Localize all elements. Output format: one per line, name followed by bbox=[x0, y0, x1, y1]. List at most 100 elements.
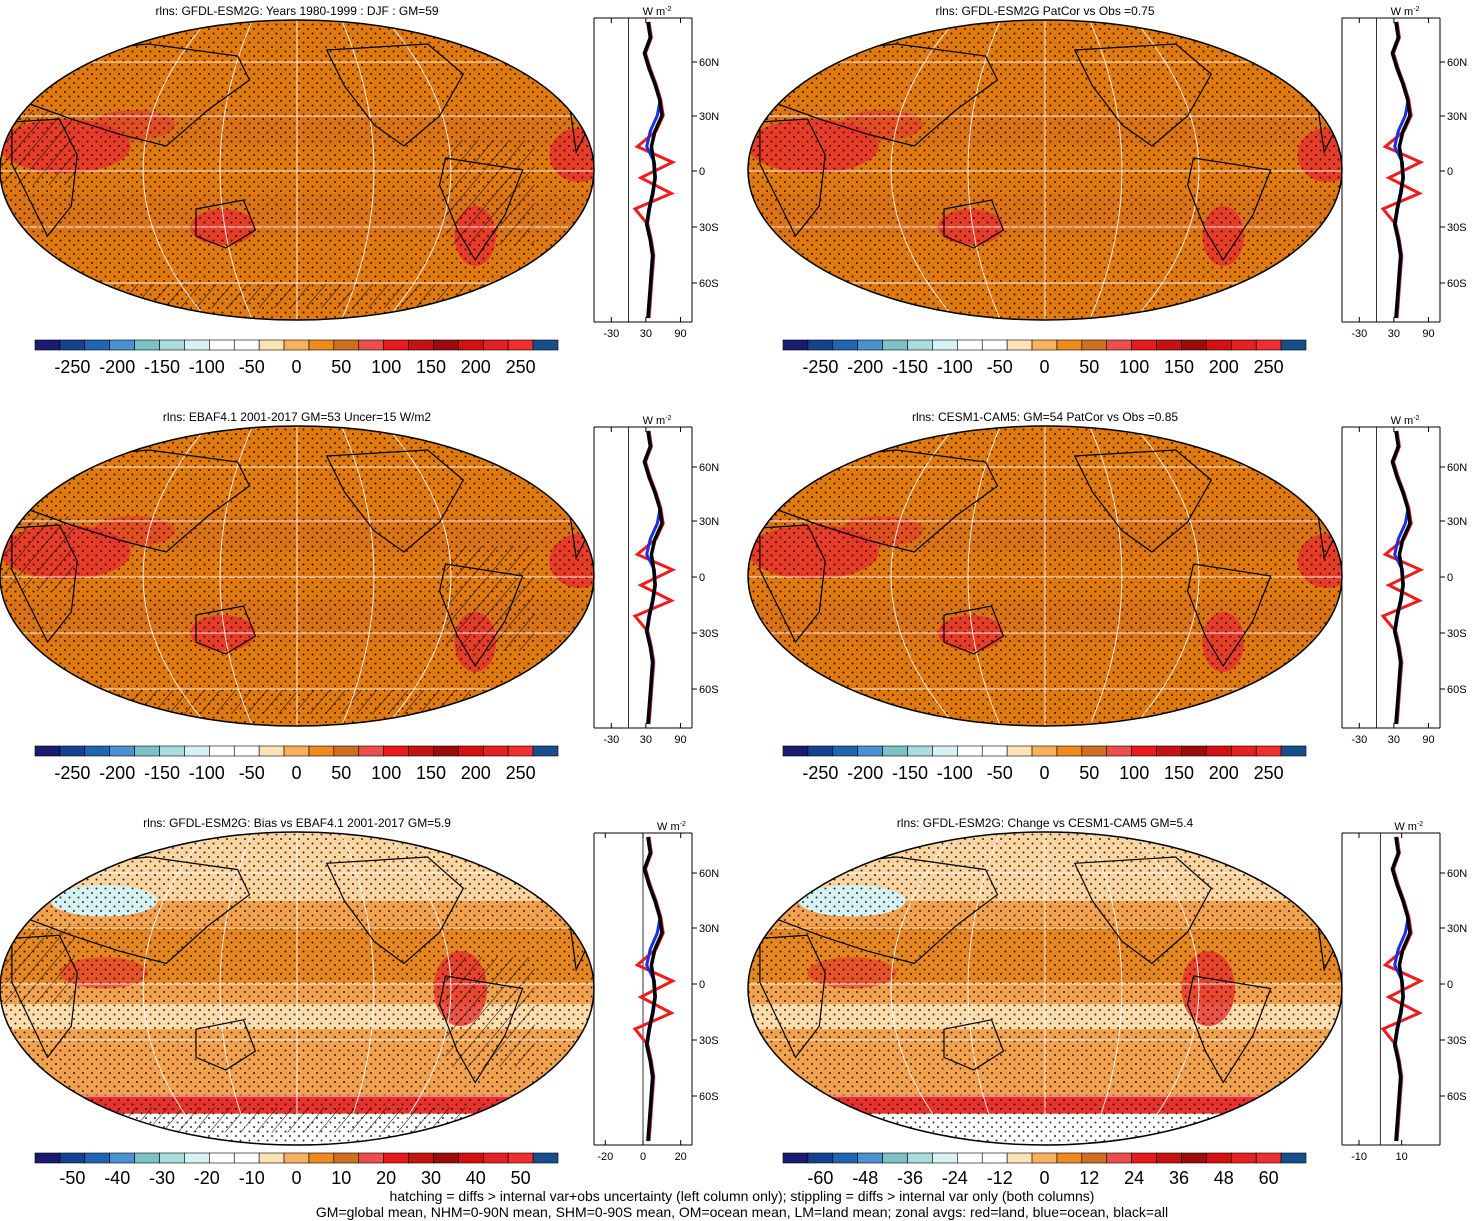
map-meridian bbox=[1133, 426, 1200, 726]
map-hatching bbox=[0, 925, 75, 1005]
colorbar-tick-label: 50 bbox=[511, 1168, 531, 1188]
colorbar-swatch bbox=[358, 745, 384, 757]
colorbar-swatch bbox=[433, 339, 459, 351]
colorbar-swatch bbox=[233, 1152, 260, 1164]
colorbar-swatch bbox=[1230, 339, 1257, 351]
colorbar-swatch bbox=[907, 339, 933, 351]
colorbar-tick-label: -100 bbox=[937, 763, 973, 783]
colorbar-tick-label: -12 bbox=[987, 1168, 1013, 1188]
colorbar-tick-label: 0 bbox=[291, 1168, 301, 1188]
map-panel-4 bbox=[747, 425, 1343, 727]
colorbar-swatch bbox=[59, 745, 86, 757]
zonal-all-curve bbox=[642, 836, 664, 1142]
colorbar-swatch bbox=[333, 339, 360, 351]
zonal-x-tick-label: 30 bbox=[1388, 328, 1400, 340]
colorbar-6: -60 -48 -36 -24 -12 0 12 24 36 48 60 bbox=[782, 1152, 1307, 1188]
map-panel-2 bbox=[747, 19, 1343, 321]
colorbar-swatch bbox=[458, 1152, 484, 1164]
colorbar-tick-label: 250 bbox=[1254, 763, 1284, 783]
colorbar-swatch bbox=[882, 1152, 908, 1164]
colorbar-tick-label: 60 bbox=[1259, 1168, 1279, 1188]
colorbar-tick-label: -50 bbox=[239, 763, 265, 783]
eurasia-outline bbox=[771, 43, 999, 147]
zonal-lat-tick-label: 60N bbox=[699, 868, 719, 880]
zonal-mean-plot-2: W m-2 -30 30 90 60N 30N 0 30S 60S bbox=[1341, 6, 1467, 340]
colorbar-tick-label: -30 bbox=[149, 1168, 175, 1188]
colorbar-1: -250 -200 -150 -100 -50 0 50 100 150 200 250 bbox=[34, 339, 559, 377]
colorbar-swatch bbox=[84, 1152, 111, 1164]
australia-outline bbox=[943, 1019, 1005, 1071]
colorbar-swatch bbox=[159, 339, 185, 351]
colorbar-swatch bbox=[134, 339, 160, 351]
zonal-lat-tick-label: 0 bbox=[699, 572, 705, 584]
map-meridian bbox=[1089, 426, 1123, 726]
zonal-lat-tick-label: 0 bbox=[1447, 166, 1453, 178]
colorbar-tick-label: -200 bbox=[847, 357, 883, 377]
zonal-x-tick-label: -30 bbox=[1351, 328, 1367, 340]
zonal-all-curve bbox=[1390, 21, 1412, 319]
colorbar-swatch bbox=[258, 339, 285, 351]
colorbar-swatch bbox=[1156, 1152, 1182, 1164]
colorbar-swatch bbox=[1206, 339, 1232, 351]
zonal-units-label: W m-2 bbox=[1391, 415, 1420, 427]
colorbar-tick-label: 150 bbox=[1164, 357, 1194, 377]
colorbar-swatch bbox=[981, 745, 1008, 757]
colorbar-tick-label: -200 bbox=[99, 357, 135, 377]
colorbar-swatch bbox=[433, 1152, 459, 1164]
colorbar-swatch bbox=[358, 339, 384, 351]
colorbar-swatch bbox=[932, 745, 958, 757]
map-meridian bbox=[890, 20, 957, 320]
zonal-x-tick-label: -30 bbox=[1351, 734, 1367, 746]
eurasia-outline bbox=[771, 856, 999, 965]
zonal-lat-tick-label: 30N bbox=[699, 111, 719, 123]
colorbar-swatch bbox=[782, 1152, 809, 1164]
africa-outline bbox=[759, 524, 826, 644]
colorbar-tick-label: 150 bbox=[1164, 763, 1194, 783]
zonal-lat-tick-label: 0 bbox=[1447, 979, 1453, 991]
north-america-outline bbox=[325, 856, 465, 965]
colorbar-swatch bbox=[932, 339, 958, 351]
zonal-x-tick-label: -10 bbox=[1351, 1151, 1367, 1163]
map-hatching bbox=[445, 546, 535, 651]
colorbar-tick-label: -250 bbox=[54, 763, 90, 783]
colorbar-swatch bbox=[957, 745, 983, 757]
colorbar-swatch bbox=[882, 745, 908, 757]
colorbar-swatch bbox=[1056, 1152, 1083, 1164]
colorbar-tick-label: -150 bbox=[892, 357, 928, 377]
map-panel-3 bbox=[0, 425, 595, 727]
colorbar-3: -250 -200 -150 -100 -50 0 50 100 150 200 250 bbox=[34, 745, 559, 783]
zonal-lat-tick-label: 30S bbox=[1447, 1035, 1467, 1047]
caption-line-1: hatching = diffs > internal var+obs unce… bbox=[390, 1188, 1095, 1204]
zonal-x-tick-label: 10 bbox=[1396, 1151, 1408, 1163]
colorbar-tick-label: 250 bbox=[506, 763, 536, 783]
north-america-outline bbox=[325, 43, 465, 147]
colorbar-swatch bbox=[184, 1152, 210, 1164]
colorbar-swatch bbox=[333, 1152, 360, 1164]
zonal-x-tick-label: -30 bbox=[603, 328, 619, 340]
colorbar-swatch bbox=[134, 745, 160, 757]
colorbar-swatch bbox=[358, 1152, 384, 1164]
colorbar-tick-label: -48 bbox=[852, 1168, 878, 1188]
map-hatching bbox=[0, 110, 75, 185]
colorbar-tick-label: 100 bbox=[1119, 763, 1149, 783]
colorbar-tick-label: -250 bbox=[802, 357, 838, 377]
colorbar-swatch bbox=[1156, 745, 1182, 757]
zonal-lat-tick-label: 0 bbox=[699, 979, 705, 991]
colorbar-swatch bbox=[832, 745, 859, 757]
colorbar-swatch bbox=[209, 1152, 235, 1164]
colorbar-swatch bbox=[957, 339, 983, 351]
panel-title-6: rlns: GFDL-ESM2G: Change vs CESM1-CAM5 G… bbox=[897, 816, 1194, 830]
colorbar-swatch bbox=[907, 745, 933, 757]
colorbar-swatch bbox=[159, 745, 185, 757]
zonal-lat-tick-label: 60S bbox=[1447, 684, 1467, 696]
north-america-outline bbox=[325, 449, 465, 553]
zonal-lat-tick-label: 30N bbox=[1447, 923, 1467, 935]
map-meridian bbox=[1089, 832, 1123, 1145]
africa-outline bbox=[11, 118, 78, 238]
colorbar-tick-label: 200 bbox=[1209, 763, 1239, 783]
colorbar-tick-label: 50 bbox=[331, 357, 351, 377]
zonal-mean-plot-6: W m-2 -10 10 60N 30N 0 30S 60S bbox=[1341, 821, 1467, 1163]
australia-outline bbox=[943, 605, 1005, 655]
colorbar-swatch bbox=[134, 1152, 160, 1164]
colorbar-swatch bbox=[532, 1152, 559, 1164]
